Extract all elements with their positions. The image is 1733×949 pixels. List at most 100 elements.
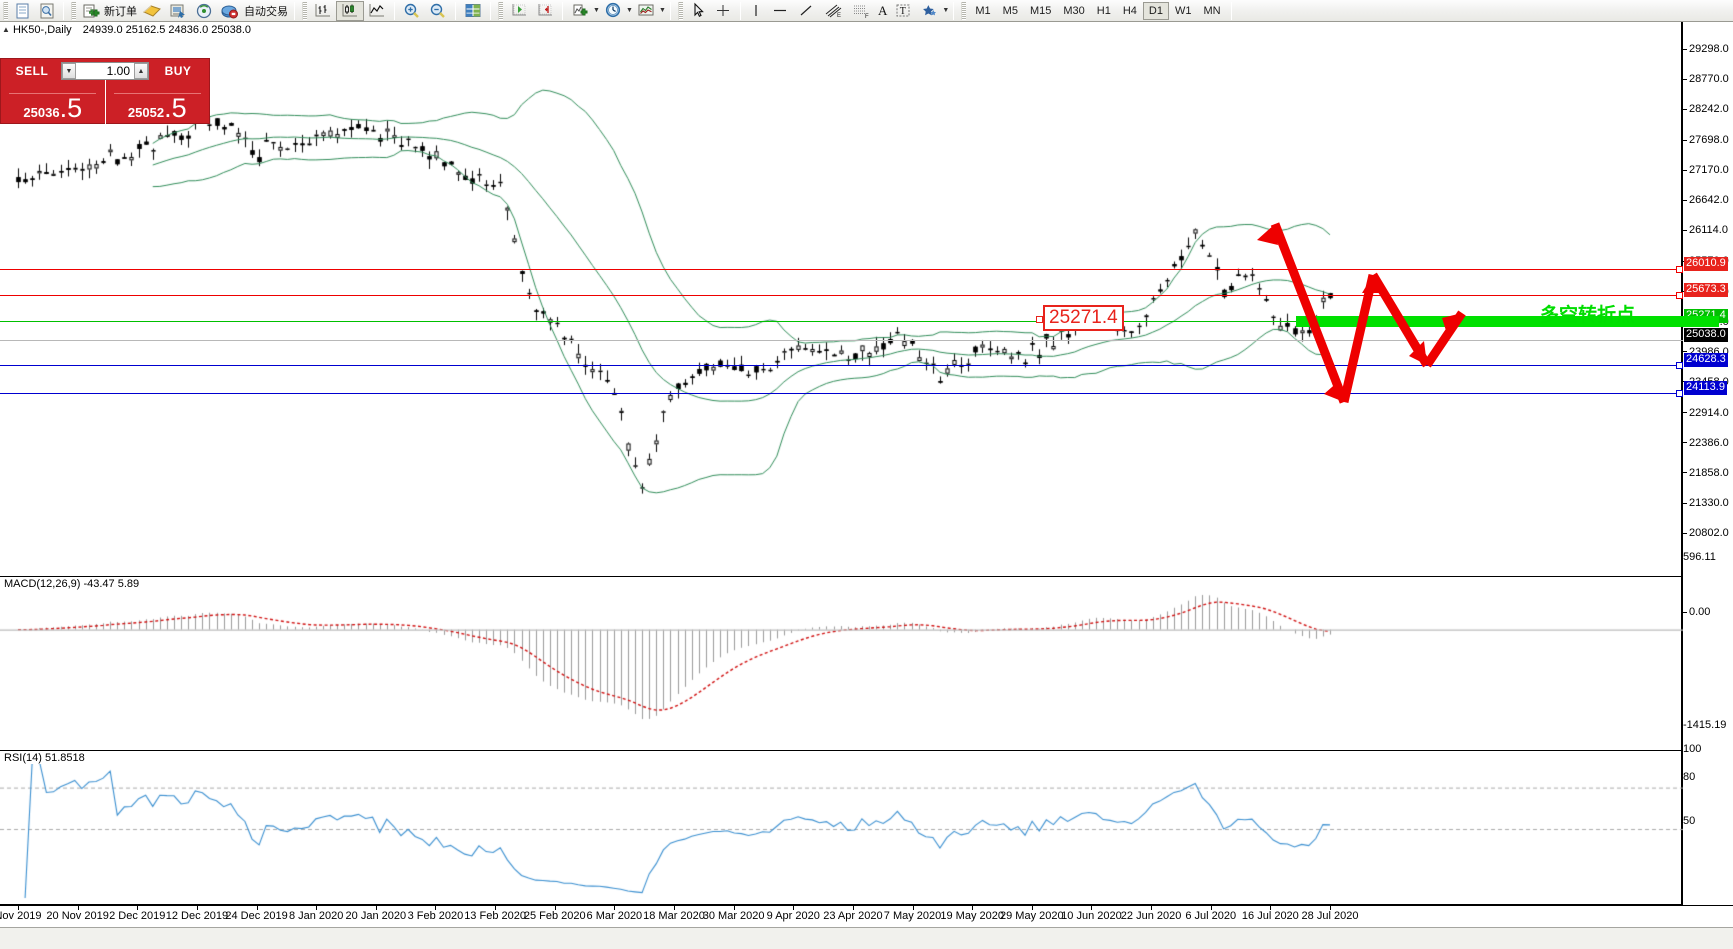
timeframe-h1[interactable]: H1 [1096,4,1111,17]
volume-input[interactable]: 1.00 [106,64,130,78]
trendline-icon[interactable] [793,1,819,21]
sell-label[interactable]: SELL [15,64,49,78]
chart-container[interactable]: ▲ HK50-,Daily 24939.0 25162.5 24836.0 25… [0,22,1733,927]
trade-panel-divider [104,80,106,124]
macd-chart-canvas[interactable] [0,578,1683,748]
level-handle-resistance-1[interactable] [1676,266,1683,273]
chart-shift-icon[interactable] [532,1,558,21]
level-handle-support-1[interactable] [1676,362,1683,369]
date-tick [196,906,198,910]
price-tag[interactable]: 26010.9 [1684,257,1728,271]
data-window-icon[interactable] [460,1,486,21]
toolbar-grip[interactable] [3,1,8,20]
level-line-support-2[interactable] [0,393,1683,394]
price-tag[interactable]: 24113.9 [1684,381,1727,395]
rsi-pane[interactable]: RSI(14) 51.8518 [0,750,1683,905]
toolbar-grip-6[interactable] [961,1,967,20]
shapes-icon[interactable] [916,1,942,21]
toolbar-grip-3[interactable] [302,1,307,20]
new-order-button[interactable] [79,1,103,21]
toolbar-separator-5 [490,1,491,20]
chart-symbol-period: HK50-,Daily [12,24,72,36]
date-label: 30 Mar 2020 [702,910,765,922]
timeframe-m5[interactable]: M5 [1002,4,1018,17]
date-label: Nov 2019 [0,910,42,922]
expert-advisors-icon[interactable] [139,1,165,21]
horizontal-line-icon[interactable] [767,1,793,21]
price-tick: 21330.0 [1683,497,1729,509]
zoom-in-icon[interactable] [399,1,425,21]
level-line-current-price[interactable] [0,340,1683,341]
chart-ohlc: 24939.0 25162.5 24836.0 25038.0 [82,24,252,36]
bar-chart-icon[interactable] [310,1,336,21]
candlestick-chart-icon[interactable] [336,0,364,21]
script-icon[interactable] [165,1,191,21]
price-callout-box[interactable]: 25271.4 [1043,305,1124,331]
date-label: 28 Jul 2020 [1301,910,1359,922]
autotrading-label[interactable]: 自动交易 [244,5,288,18]
chevron-down-icon-indicators[interactable]: ▼ [593,7,600,14]
toolbar-grip-2[interactable] [71,1,76,20]
chart-profile-icon[interactable] [35,1,59,21]
volume-down-button[interactable]: ▼ [62,63,76,79]
level-line-resistance-2[interactable] [0,295,1683,296]
toolbar-grip-4[interactable] [498,1,503,20]
timeframe-mn[interactable]: MN [1203,4,1221,17]
volume-stepper[interactable]: ▼ 1.00 ▲ [61,62,149,80]
green-highlight-bar[interactable] [1296,316,1719,327]
chevron-down-icon-shapes[interactable]: ▼ [942,7,950,14]
timeframe-d1[interactable]: D1 [1142,1,1169,20]
signal-icon[interactable] [191,1,217,21]
toolbar-grip-5[interactable] [678,1,683,20]
date-tick [793,906,795,910]
price-tag[interactable]: 25673.3 [1684,283,1728,297]
timeframe-w1[interactable]: W1 [1174,4,1192,17]
price-tag[interactable]: 24628.3 [1684,353,1728,367]
autotrading-button[interactable] [217,1,243,21]
chart-collapse-icon[interactable]: ▲ [2,25,10,34]
timeframe-h4[interactable]: H4 [1122,4,1137,17]
level-line-support-1[interactable] [0,365,1683,366]
zoom-out-icon[interactable] [425,1,451,21]
chevron-down-icon-periods[interactable]: ▼ [626,7,633,14]
date-tick [554,906,556,910]
new-chart-icon[interactable] [11,1,35,21]
crosshair-icon[interactable] [710,1,736,21]
fibonacci-icon[interactable]: F [847,1,875,21]
price-tick: 27698.0 [1683,134,1729,146]
new-order-label[interactable]: 新订单 [104,5,137,18]
sell-price-button[interactable]: 25036.5 [1,93,105,124]
timeframe-m15[interactable]: M15 [1029,4,1052,17]
price-tick: 29298.0 [1683,43,1729,55]
timeframe-m30[interactable]: M30 [1063,4,1085,17]
price-tick: 20802.0 [1683,527,1729,539]
chevron-down-icon-templates[interactable]: ▼ [659,7,666,14]
buy-price-button[interactable]: 25052.5 [106,93,210,124]
one-click-trade-panel[interactable]: SELL ▼ 1.00 ▲ BUY 25036.5 25052.5 [0,58,210,124]
text-icon[interactable]: A [878,2,888,18]
periods-icon[interactable] [600,1,626,21]
price-callout-anchor[interactable] [1036,316,1043,323]
price-pane[interactable] [0,22,1683,574]
level-line-resistance-1[interactable] [0,269,1683,270]
level-handle-support-2[interactable] [1676,390,1683,397]
line-chart-icon[interactable] [364,1,390,21]
templates-icon[interactable] [633,1,659,21]
vertical-line-icon[interactable] [745,1,767,21]
chinese-annotation[interactable]: 多空转折点 [1540,304,1636,326]
rsi-chart-canvas[interactable] [0,752,1683,905]
auto-scroll-icon[interactable] [506,1,532,21]
price-scale[interactable]: 29298.0 28770.0 28242.0 27698.0 27170.0 26642… [1683,22,1733,905]
cursor-icon[interactable] [686,1,710,21]
text-label-icon[interactable]: T [890,1,916,21]
buy-label[interactable]: BUY [164,64,192,78]
macd-pane[interactable]: MACD(12,26,9) -43.47 5.89 [0,576,1683,748]
indicators-icon[interactable] [567,1,593,21]
level-line-pivot[interactable] [0,321,1683,322]
equidistant-channel-icon[interactable]: E [819,1,847,21]
price-tag[interactable]: 25038.0 [1684,328,1728,342]
timeframe-m1[interactable]: M1 [975,4,991,17]
volume-up-button[interactable]: ▲ [134,63,148,79]
level-handle-resistance-2[interactable] [1676,292,1683,299]
